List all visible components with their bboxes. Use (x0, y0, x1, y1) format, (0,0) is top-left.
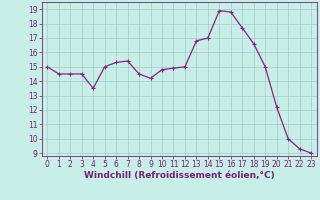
X-axis label: Windchill (Refroidissement éolien,°C): Windchill (Refroidissement éolien,°C) (84, 171, 275, 180)
